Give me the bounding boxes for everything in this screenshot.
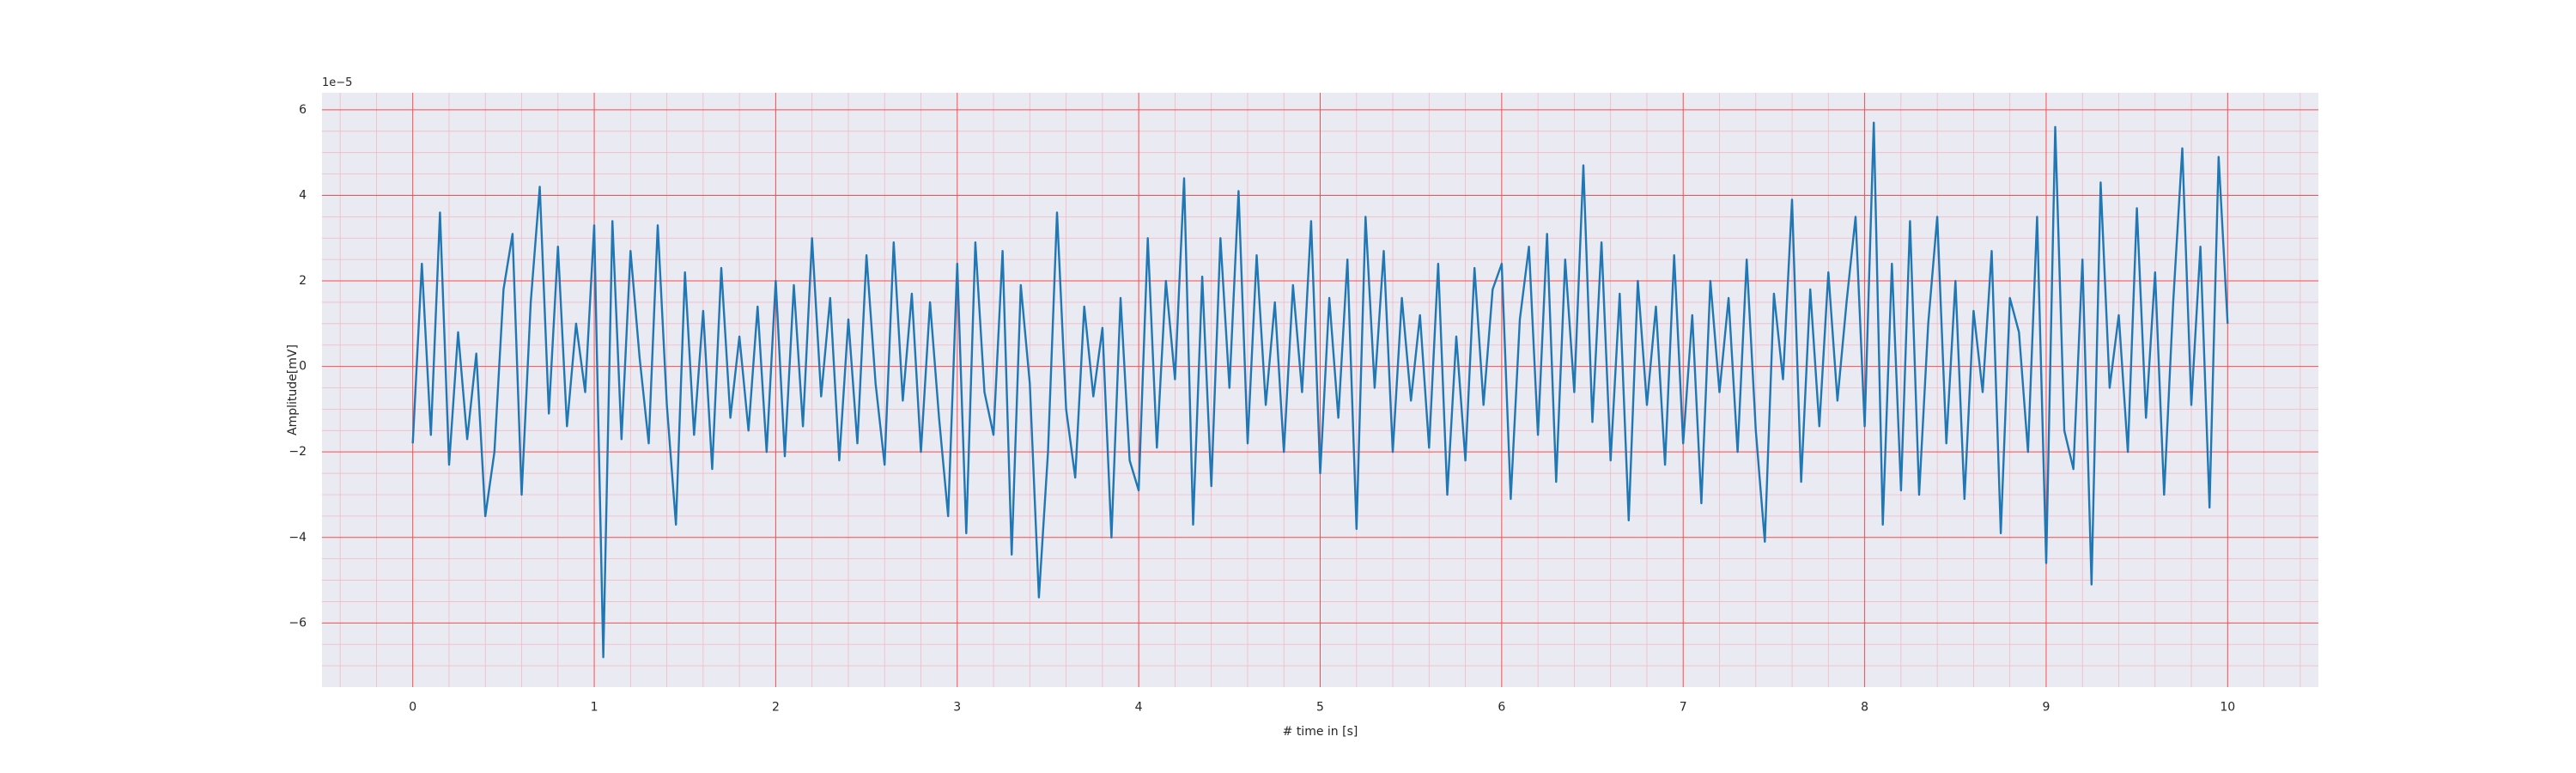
- x-tick-label: 0: [409, 701, 416, 715]
- y-axis-offset-text: 1e−5: [322, 76, 352, 89]
- y-tick-label: 6: [299, 103, 307, 117]
- x-tick-label: 3: [953, 701, 961, 715]
- y-tick-labels: −6 −4 −2 0 2 4 6: [289, 103, 307, 630]
- x-axis-label: # time in [s]: [1283, 725, 1358, 739]
- x-tick-label: 7: [1680, 701, 1687, 715]
- series-line: [411, 121, 2229, 659]
- x-tick-label: 2: [772, 701, 780, 715]
- y-axis-label: Amplitude[mV]: [286, 344, 300, 435]
- y-tick-label: 0: [299, 360, 307, 374]
- x-tick-label: 8: [1861, 701, 1868, 715]
- series-layer: [411, 121, 2229, 659]
- y-tick-label: −4: [289, 531, 307, 545]
- x-tick-label: 9: [2042, 701, 2050, 715]
- y-tick-label: 2: [299, 274, 307, 288]
- major-grid: [322, 93, 2318, 687]
- y-tick-label: −2: [289, 445, 307, 459]
- x-tick-label: 10: [2220, 701, 2235, 715]
- y-tick-label: 4: [299, 188, 307, 202]
- y-tick-label: −6: [289, 616, 307, 630]
- x-tick-label: 5: [1316, 701, 1324, 715]
- x-tick-label: 6: [1498, 701, 1505, 715]
- x-tick-label: 1: [591, 701, 598, 715]
- x-tick-label: 4: [1135, 701, 1143, 715]
- x-tick-labels: 0 1 2 3 4 5 6 7 8 9 10: [409, 701, 2235, 715]
